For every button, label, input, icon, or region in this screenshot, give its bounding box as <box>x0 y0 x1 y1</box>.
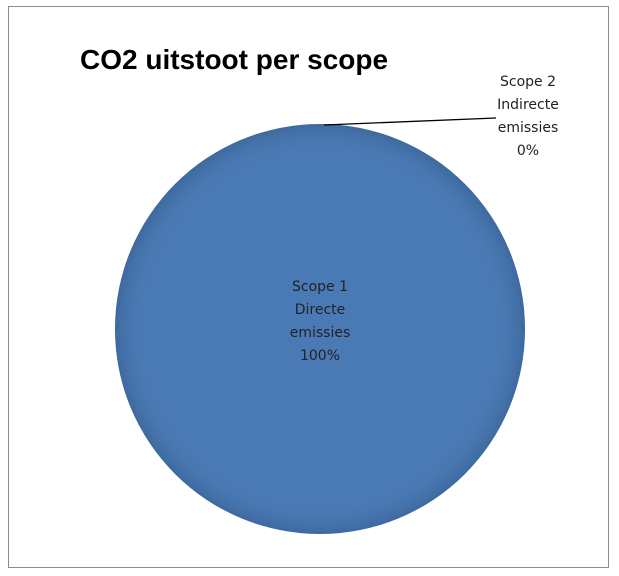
slice-2-label-line-2: Indirecte <box>497 97 559 113</box>
slice-1-label-line-2: Directe <box>295 302 346 318</box>
slice-1-label-line-3: emissies <box>290 325 351 341</box>
slice-2-percent-label: 0% <box>517 143 539 159</box>
leader-line-2 <box>323 117 497 126</box>
slice-1-label-line-1: Scope 1 <box>292 279 348 295</box>
slice-2-label-line-1: Scope 2 <box>500 74 556 90</box>
slice-1-percent-label: 100% <box>300 348 340 364</box>
chart-title: CO2 uitstoot per scope <box>80 44 389 75</box>
slice-2-label-line-3: emissies <box>498 120 559 136</box>
pie-slice-shading <box>115 124 525 534</box>
